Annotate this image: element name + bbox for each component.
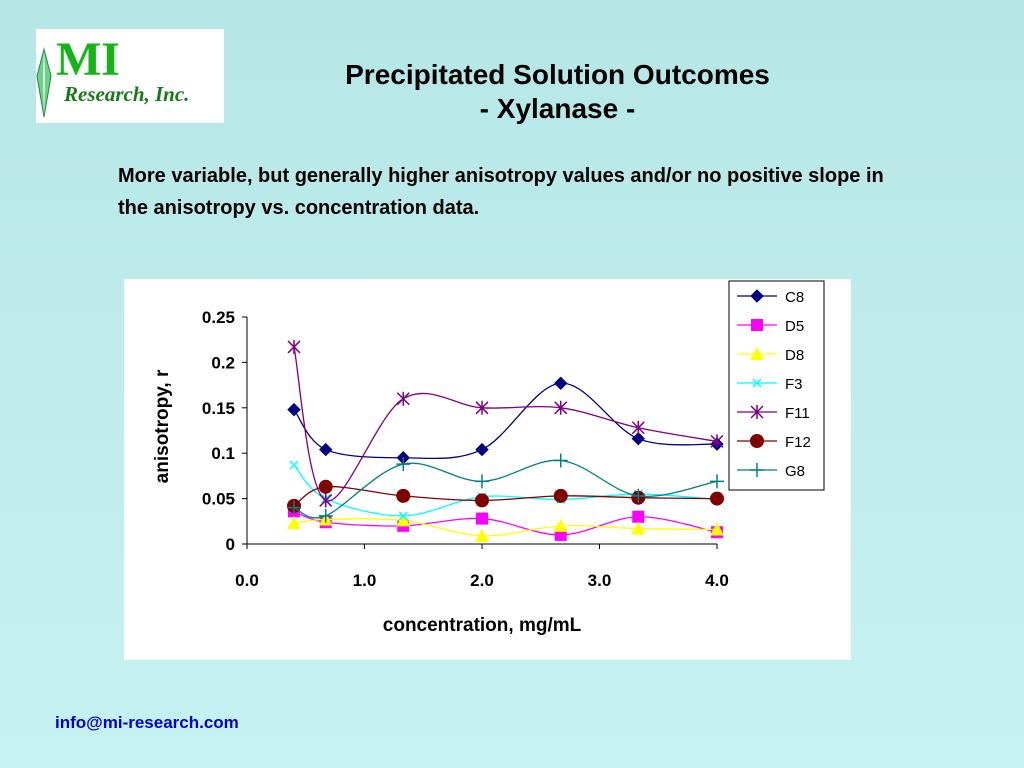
- legend-box: [728, 280, 825, 491]
- data-point-g8: [287, 500, 301, 515]
- legend-label-c8: C8: [785, 289, 804, 306]
- x-tick-label: 3.0: [588, 571, 612, 590]
- data-point-f3: [398, 511, 408, 521]
- chart-legend: C8 D5 D8 F3 F11 F12 G8: [728, 280, 825, 491]
- series-line-d5: [293, 510, 718, 536]
- y-tick-label: 0.15: [202, 399, 235, 418]
- y-tick-label: 0.2: [211, 353, 235, 372]
- legend-marker-g8: [750, 463, 764, 477]
- data-point-f12: [396, 488, 411, 503]
- x-tick-label: 0.0: [235, 571, 259, 590]
- slide-description: More variable, but generally higher anis…: [118, 165, 884, 219]
- legend-marker-d5: [751, 319, 763, 331]
- data-point-d8: [710, 522, 724, 536]
- data-point-d5: [476, 512, 488, 525]
- legend-marker-d8: [750, 347, 764, 360]
- legend-label-f12: F12: [785, 434, 811, 451]
- series-line-f11: [293, 346, 718, 502]
- legend-marker-f12: [750, 434, 764, 448]
- contact-email-link[interactable]: info@mi-research.com: [55, 713, 239, 732]
- data-point-f11: [554, 400, 568, 415]
- x-tick-label: 1.0: [353, 571, 377, 590]
- logo-mark: MI: [56, 33, 120, 86]
- anisotropy-chart: 0 0.05 0.1 0.15 0.2 0.25 0.0 1.0 2.0 3.0 4.0 concen…: [152, 280, 825, 636]
- data-point-g8: [318, 508, 333, 523]
- legend-marker-c8: [750, 289, 764, 303]
- logo-subtitle: Research, Inc.: [63, 82, 189, 106]
- y-tick-label: 0.1: [211, 444, 235, 463]
- data-point-g8: [710, 474, 724, 489]
- chart-panel: 0 0.05 0.1 0.15 0.2 0.25 0.0 1.0 2.0 3.0 4.0 concen…: [124, 279, 851, 660]
- data-point-d8: [396, 513, 411, 527]
- series-line-f3: [293, 464, 718, 517]
- data-point-d5: [632, 510, 645, 523]
- data-point-g8: [396, 457, 411, 472]
- data-point-g8: [631, 488, 646, 503]
- x-axis-label: concentration, mg/mL: [383, 615, 582, 636]
- y-axis-label: anisotropy, r: [152, 369, 173, 483]
- series-line-c8: [293, 382, 718, 460]
- logo-graphic: MI Research, Inc.: [36, 33, 189, 118]
- data-point-d8: [553, 518, 568, 532]
- data-point-f11: [287, 339, 301, 354]
- legend-label-f3: F3: [785, 376, 803, 393]
- legend-label-g8: G8: [785, 463, 805, 480]
- data-point-f12: [553, 488, 568, 503]
- x-tick-label: 2.0: [470, 571, 494, 590]
- company-logo: MI Research, Inc.: [36, 29, 224, 123]
- series-line-d8: [293, 518, 718, 537]
- title-line-1: Precipitated Solution Outcomes: [345, 59, 770, 90]
- data-point-f12: [475, 493, 489, 508]
- data-point-f11: [319, 493, 333, 508]
- slide-title: Precipitated Solution Outcomes - Xylanas…: [250, 58, 865, 126]
- data-point-f12: [318, 479, 333, 494]
- data-point-f11: [475, 400, 489, 415]
- data-point-f11: [631, 420, 645, 435]
- data-point-c8: [631, 431, 645, 446]
- data-point-g8: [475, 474, 489, 489]
- data-point-c8: [319, 442, 333, 457]
- data-point-f3: [289, 460, 299, 470]
- y-tick-label: 0.25: [202, 308, 235, 327]
- data-point-d8: [475, 528, 489, 542]
- legend-label-d8: D8: [785, 347, 804, 364]
- legend-label-f11: F11: [785, 405, 810, 422]
- data-point-d8: [631, 521, 646, 535]
- x-tick-label: 4.0: [705, 571, 729, 590]
- legend-label-d5: D5: [785, 318, 804, 335]
- data-point-g8: [553, 453, 568, 468]
- legend-marker-f11: [750, 405, 764, 419]
- data-point-d5: [554, 528, 567, 541]
- legend-marker-f3: [752, 378, 762, 388]
- y-tick-label: 0: [226, 535, 235, 554]
- data-point-f12: [710, 491, 724, 506]
- data-point-f11: [396, 391, 410, 406]
- data-point-d8: [287, 516, 301, 530]
- y-tick-label: 0.05: [202, 490, 235, 509]
- data-point-c8: [287, 402, 301, 417]
- data-point-c8: [475, 442, 489, 457]
- data-point-c8: [554, 376, 568, 390]
- title-line-2: - Xylanase -: [479, 93, 636, 124]
- data-point-f11: [710, 434, 724, 449]
- plot-area: 0 0.05 0.1 0.15 0.2 0.25 0.0 1.0 2.0 3.0 4.0 concen…: [152, 308, 729, 636]
